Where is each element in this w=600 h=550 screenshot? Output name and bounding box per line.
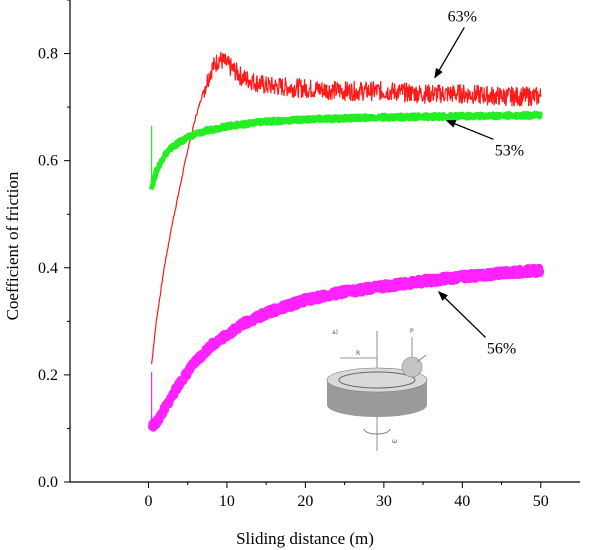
series-2	[147, 263, 545, 432]
inset-label-omega: ω	[392, 438, 397, 445]
x-tick-label: 0	[144, 493, 152, 510]
series-line	[149, 110, 543, 190]
series-line	[151, 51, 542, 365]
y-tick-label: 0.6	[38, 153, 58, 170]
annotations: 63% 53% 56%	[434, 8, 524, 357]
annotation-arrow	[445, 119, 494, 140]
y-tick-label: 0.2	[38, 367, 58, 384]
x-tick-label: 50	[533, 493, 549, 510]
annotation-arrow	[434, 27, 465, 79]
inset-label-r: R	[356, 350, 360, 357]
y-axis-title: Coefficient of friction	[3, 171, 22, 320]
series-1	[149, 110, 543, 190]
x-tick-label: 30	[376, 493, 392, 510]
x-axis-title: Sliding distance (m)	[236, 529, 374, 548]
series-line	[147, 263, 545, 432]
rotation-arrow	[363, 428, 391, 435]
apparatus-inset: a) R P ω	[326, 328, 428, 451]
inset-label-p: P	[410, 328, 414, 335]
annotation-label: 56%	[487, 340, 516, 357]
y-tick-label: 0.4	[38, 260, 58, 277]
annotation-label: 53%	[495, 142, 524, 159]
x-tick-label: 10	[219, 493, 235, 510]
ball-holder-line	[416, 354, 427, 363]
series-0	[151, 51, 542, 365]
inset-label-a: a)	[332, 329, 338, 336]
wear-track	[338, 371, 416, 389]
y-tick-label: 0.8	[38, 46, 58, 63]
series-layer	[147, 51, 545, 432]
axes: 0 10 20 30 40 50 0.0 0.2 0.4 0.6 0.8 Sliding distan…	[3, 0, 580, 548]
y-tick-label: 0.0	[38, 474, 58, 491]
annotation-label: 63%	[448, 8, 477, 25]
x-tick-label: 20	[297, 493, 313, 510]
annotation-arrow	[438, 291, 486, 338]
x-tick-label: 40	[454, 493, 470, 510]
